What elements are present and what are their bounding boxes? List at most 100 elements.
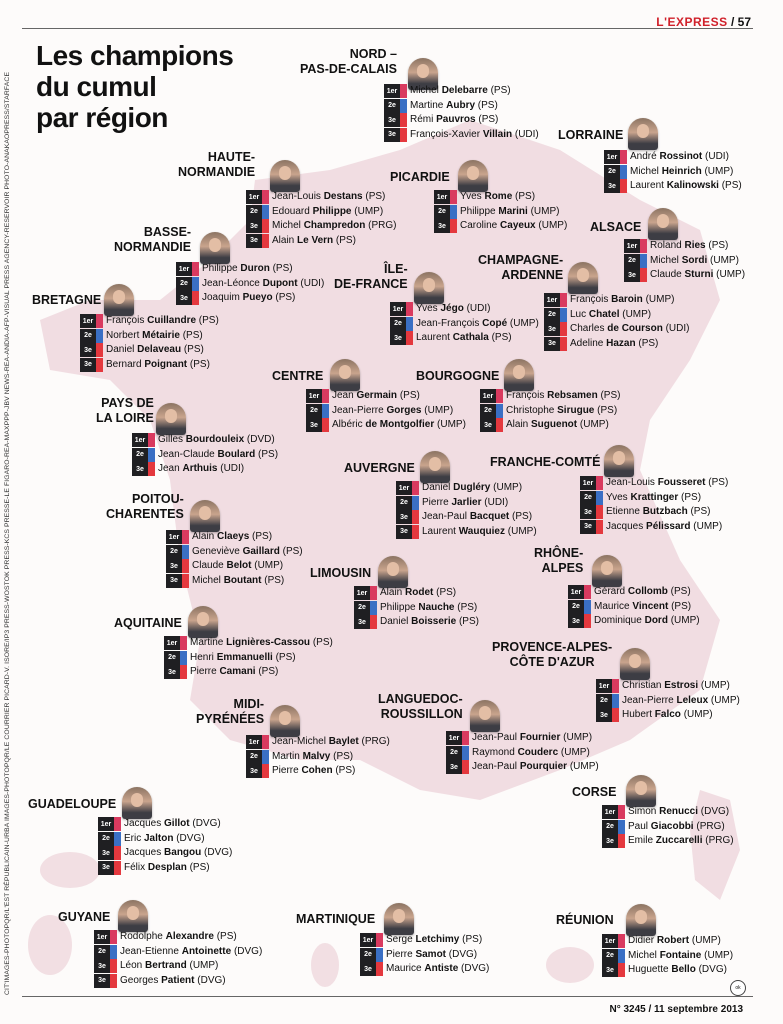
last-name: Bacquet [469, 511, 510, 522]
last-name: Heinrich [661, 165, 702, 177]
person-name: Martin Malvy (PS) [272, 750, 353, 764]
rank-badge: 2e [544, 307, 560, 322]
party-label: (UDI) [512, 128, 539, 140]
last-name: Bertrand [145, 960, 187, 971]
party-label: (PS) [330, 750, 354, 762]
first-name: Michel [630, 165, 662, 177]
region-name-line: AUVERGNE [344, 461, 415, 475]
region-name-line: PICARDIE [390, 170, 450, 184]
region-name-line: POITOU- [131, 492, 184, 506]
ranking-list-champagne-ardenne: 1er François Baroin (UMP) 2e Luc Chatel (UM… [544, 293, 689, 351]
person-name: Martine Lignières-Cassou (PS) [190, 636, 333, 650]
portrait-photo [458, 160, 488, 192]
last-name: Antoinette [181, 945, 232, 957]
portrait-photo [592, 555, 622, 587]
first-name: Georges [120, 974, 162, 986]
rank-color-bar [262, 219, 269, 233]
rank-color-bar [462, 745, 469, 760]
first-name: Didier [628, 935, 657, 946]
region-label-guyane: GUYANE [58, 910, 110, 925]
last-name: Leleux [676, 694, 709, 706]
party-label: (DVD) [244, 434, 275, 445]
ranking-row: 3e Jean Arthuis (UDI) [132, 462, 278, 476]
person-name: François-Xavier Villain (UDI) [410, 128, 539, 142]
rank-badge: 2e [132, 447, 148, 462]
rank-color-bar [560, 322, 567, 336]
ranking-row: 3e Michel Champredon (PRG) [246, 219, 396, 233]
ranking-row: 2e Paul Giacobbi (PRG) [602, 819, 734, 834]
rank-badge: 1er [384, 84, 400, 98]
first-name: Martine [190, 637, 227, 648]
rank-color-bar [596, 476, 603, 490]
party-label: (UMP) [577, 419, 609, 430]
rank-color-bar [96, 343, 103, 357]
ranking-row: 2e Luc Chatel (UMP) [544, 307, 689, 322]
ranking-row: 3e Alain Suguenot (UMP) [480, 418, 620, 432]
party-label: (UMP) [708, 694, 740, 706]
rank-badge: 2e [580, 490, 596, 505]
party-label: (UMP) [680, 709, 713, 720]
person-name: Paul Giacobbi (PRG) [628, 820, 725, 834]
party-label: (PS) [261, 574, 285, 586]
region-label-limousin: LIMOUSIN [310, 566, 371, 581]
rank-color-bar [182, 544, 189, 559]
rank-badge: 3e [80, 343, 96, 357]
party-label: (PS) [362, 191, 386, 202]
rank-color-bar [192, 262, 199, 276]
ranking-row: 3e Maurice Antiste (DVG) [360, 962, 489, 976]
region-name-line: NORMANDIE [178, 165, 256, 179]
person-name: Edouard Philippe (UMP) [272, 205, 383, 219]
martinique-shape [311, 943, 339, 987]
party-label: (PS) [310, 637, 333, 648]
ranking-row: 2e Jean-Pierre Leleux (UMP) [596, 693, 740, 708]
person-name: Philippe Marini (UMP) [460, 205, 559, 219]
rank-badge: 2e [602, 819, 618, 834]
ranking-row: 2e Pierre Samot (DVG) [360, 947, 489, 962]
person-name: Claude Belot (UMP) [192, 559, 283, 573]
person-name: André Rossinot (UDI) [630, 150, 729, 164]
region-name-line: NORD – [349, 47, 397, 61]
ranking-row: 1er Jean-Louis Destans (PS) [246, 190, 396, 204]
party-label: (UMP) [434, 419, 466, 430]
party-label: (PS) [187, 358, 210, 370]
rank-badge: 1er [360, 933, 376, 947]
last-name: Antiste [424, 963, 459, 974]
last-name: Rebsamen [547, 390, 598, 401]
rank-badge: 1er [246, 190, 262, 204]
region-name-line: ÎLE- [384, 262, 408, 276]
person-name: Eric Jalton (DVG) [124, 832, 205, 846]
ranking-row: 1er Jean-Louis Fousseret (PS) [580, 476, 728, 490]
person-name: Luc Chatel (UMP) [570, 308, 651, 322]
party-label: (PS) [487, 85, 511, 96]
person-name: Gilles Bourdouleix (DVD) [158, 433, 275, 447]
rank-badge: 1er [306, 389, 322, 403]
last-name: Destans [323, 191, 363, 202]
rank-color-bar [376, 947, 383, 962]
rank-color-bar [412, 481, 419, 495]
region-name-line: PAYS DE [101, 396, 154, 410]
rank-color-bar [560, 307, 567, 322]
party-label: (UMP) [507, 317, 539, 329]
ranking-row: 3e Daniel Boisserie (PS) [354, 615, 479, 629]
ranking-row: 3e Léon Bertrand (UMP) [94, 959, 262, 973]
ranking-row: 3e Félix Desplan (PS) [98, 860, 232, 875]
rank-badge: 1er [568, 585, 584, 599]
region-name-line: MIDI- [233, 697, 265, 711]
ranking-list-martinique: 1er Serge Letchimy (PS) 2e Pierre Samot (DV… [360, 933, 489, 977]
region-name-line: ALSACE [590, 220, 642, 234]
rank-color-bar [450, 204, 457, 219]
region-label-nord-pas-de-calais: NORD – PAS-DE-CALAIS [300, 47, 397, 77]
ranking-row: 1er Didier Robert (UMP) [602, 934, 733, 948]
rank-badge: 2e [396, 495, 412, 510]
last-name: Cohen [301, 765, 333, 776]
rank-badge: 1er [602, 805, 618, 819]
portrait-photo [188, 606, 218, 638]
person-name: Jacques Pélissard (UMP) [606, 520, 722, 534]
ranking-row: 2e Michel Heinrich (UMP) [604, 164, 742, 179]
party-label: (UMP) [567, 761, 599, 772]
person-name: Joaquim Pueyo (PS) [202, 291, 295, 305]
first-name: Emile [628, 835, 656, 846]
ranking-list-corse: 1er Simon Renucci (DVG) 2e Paul Giacobbi (P… [602, 805, 734, 849]
party-label: (DVG) [201, 847, 233, 858]
portrait-photo [408, 58, 438, 90]
